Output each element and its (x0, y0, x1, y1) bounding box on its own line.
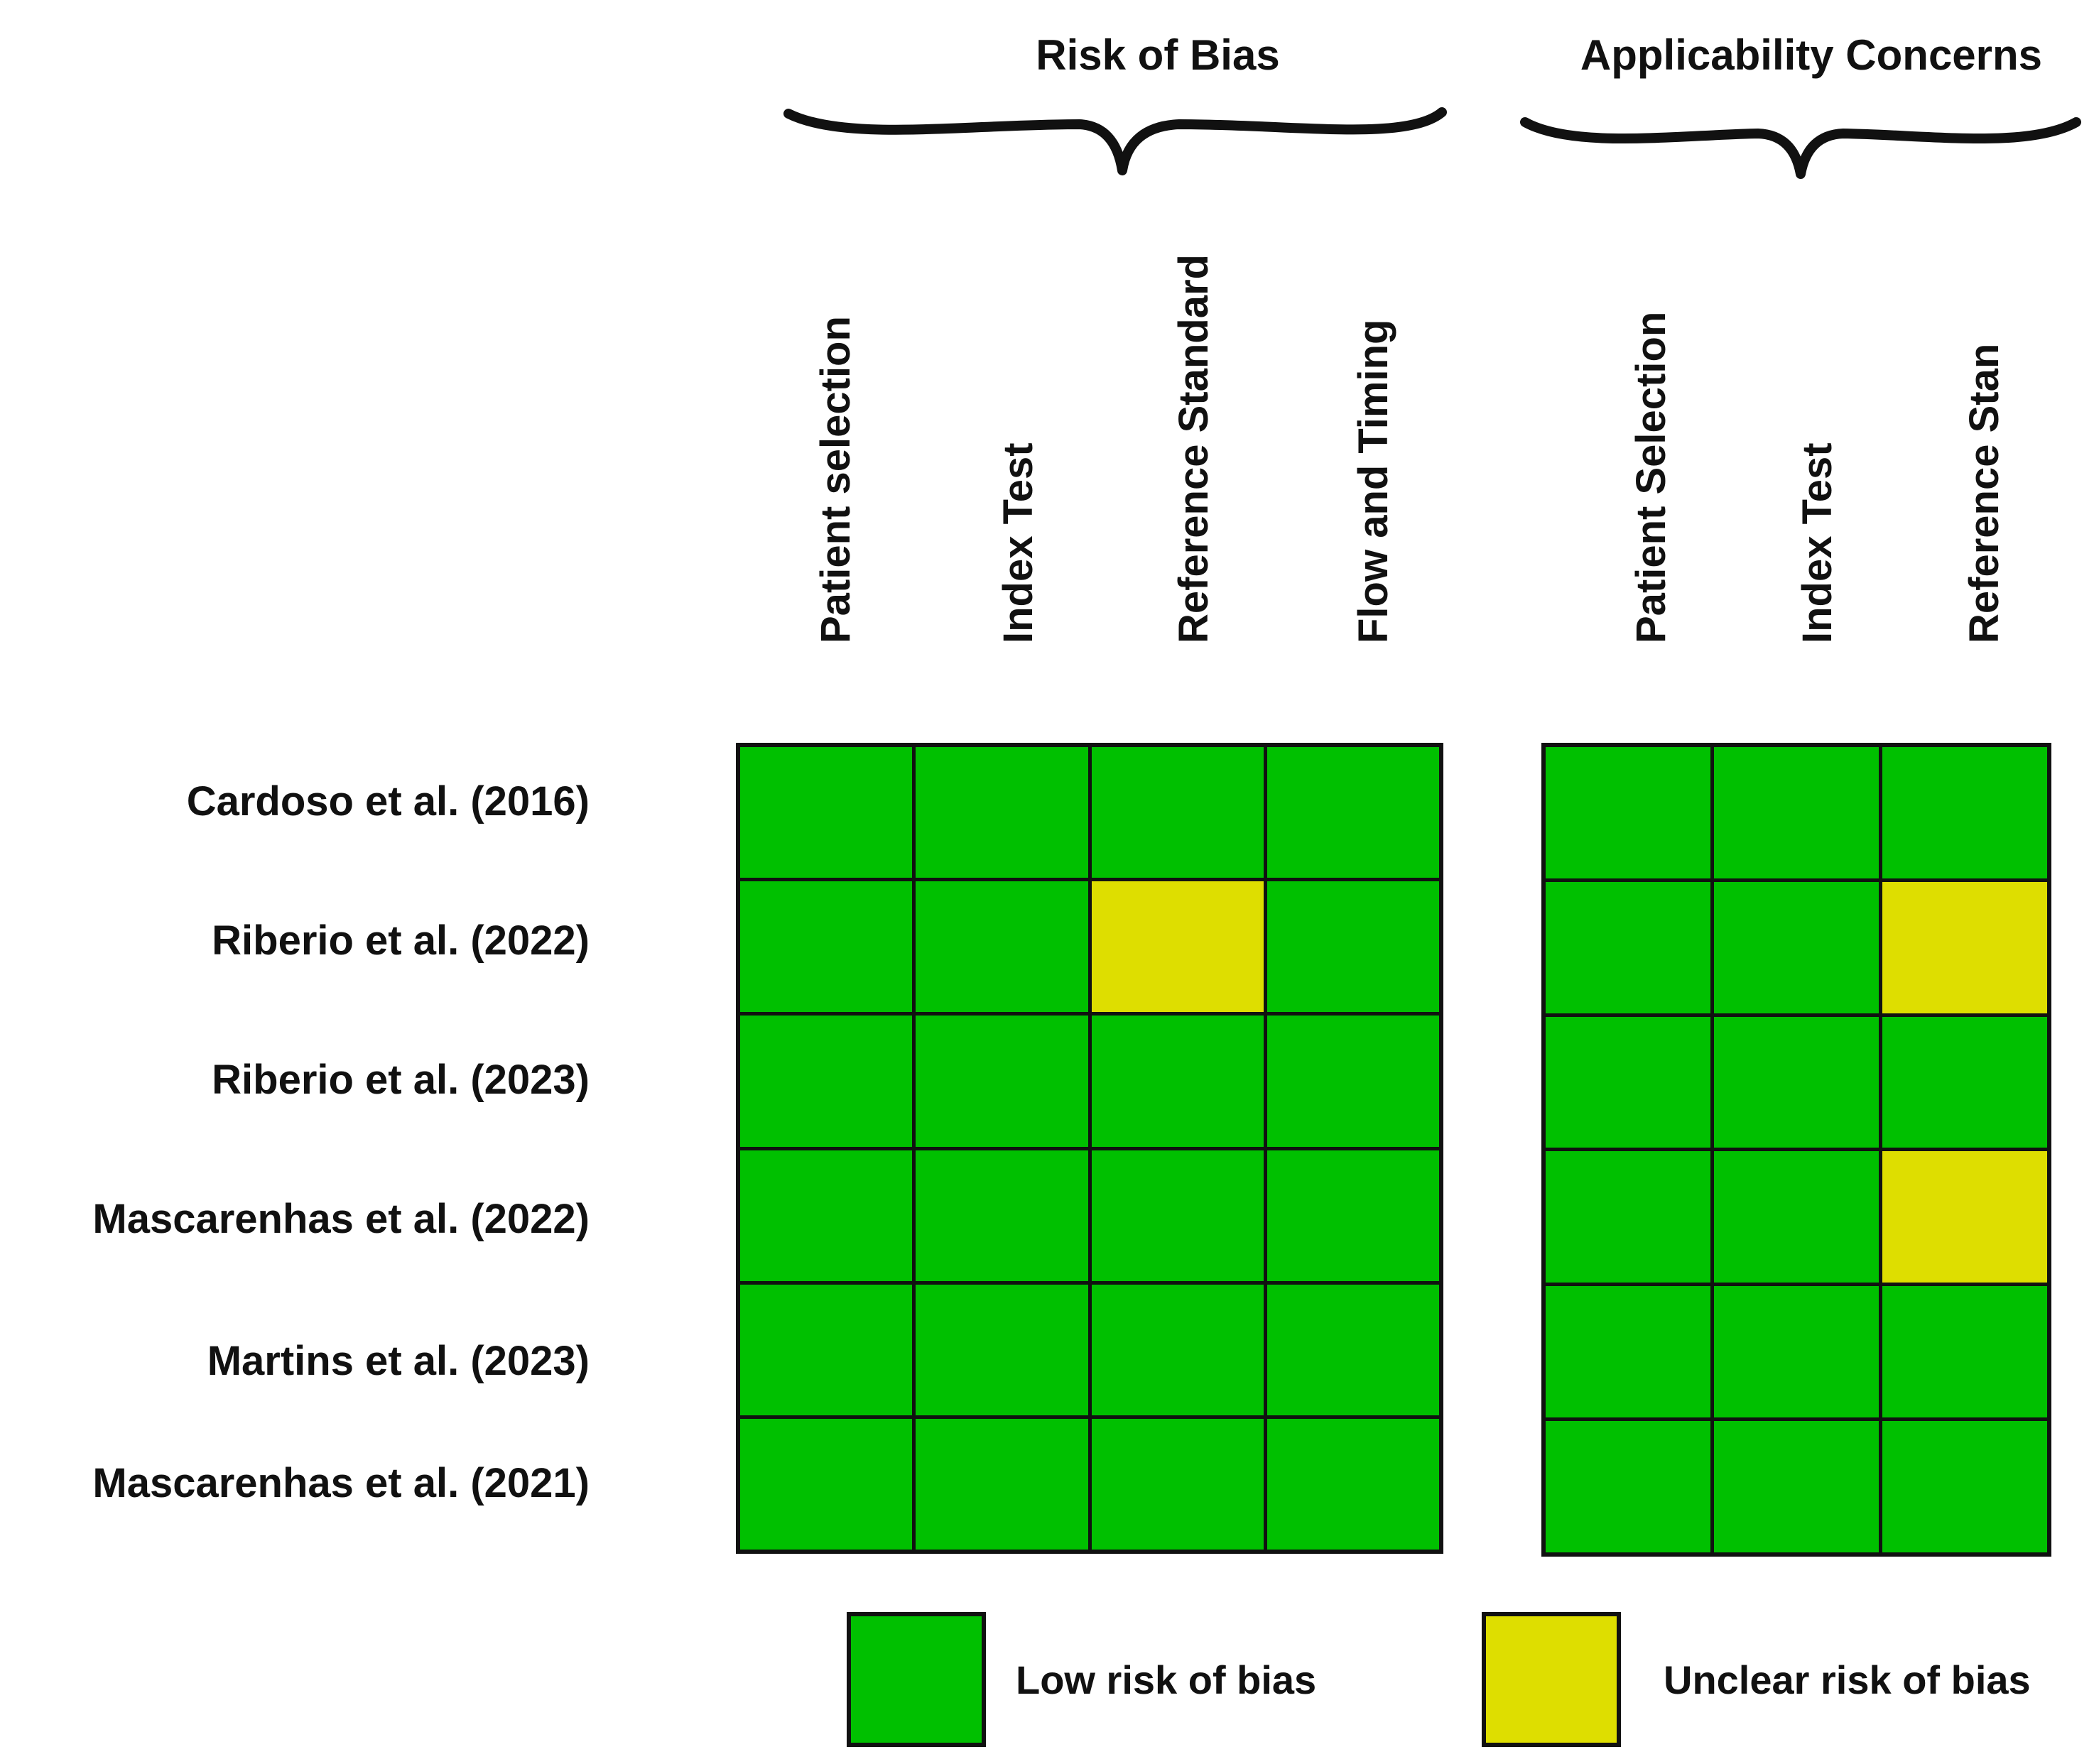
cell-low (1266, 1150, 1439, 1281)
cell-low (740, 881, 913, 1013)
row-label: Mascarenhas et al. (2022) (92, 1196, 590, 1242)
cell-low (740, 1150, 913, 1281)
cell-low (1882, 1286, 2047, 1418)
cell-low (1266, 1016, 1439, 1147)
column-label-text: Index Test (1794, 442, 1840, 643)
legend-swatch-unclear (1482, 1612, 1621, 1747)
cell-low (1266, 1284, 1439, 1415)
cell-low (916, 747, 1088, 878)
cell-unclear (1882, 1151, 2047, 1283)
risk-of-bias-title: Risk of Bias (1036, 31, 1280, 79)
legend-label-unclear: Unclear risk of bias (1664, 1657, 2031, 1702)
cell-low (1266, 881, 1439, 1013)
cell-low (1546, 1286, 1710, 1418)
row-label: Martins et al. (2023) (207, 1338, 590, 1384)
cell-low (1714, 747, 1879, 878)
risk-of-bias-brace (783, 107, 1447, 175)
cell-low (1266, 747, 1439, 878)
column-label-text: Patient Selection (1628, 311, 1674, 643)
cell-low (916, 1284, 1088, 1415)
column-label-text: Reference Standard (1171, 254, 1217, 643)
cell-low (1714, 1286, 1879, 1418)
cell-unclear (1882, 881, 2047, 1013)
cell-low (1091, 747, 1264, 878)
cell-low (1546, 747, 1710, 878)
column-label-text: Flow and Timing (1350, 319, 1396, 643)
applicability-concerns-brace (1520, 117, 2081, 179)
cell-low (1546, 1151, 1710, 1283)
row-label: Cardoso et al. (2016) (186, 778, 590, 824)
column-label-text: Patient selection (813, 316, 859, 643)
row-label: Mascarenhas et al. (2021) (92, 1460, 590, 1506)
column-label-text: Index Test (995, 442, 1041, 643)
cell-unclear (1091, 881, 1264, 1013)
cell-low (740, 1284, 913, 1415)
cell-low (1546, 1016, 1710, 1148)
applicability-concerns-title: Applicability Concerns (1580, 31, 2043, 79)
cell-low (1091, 1418, 1264, 1550)
cell-low (1091, 1284, 1264, 1415)
cell-low (740, 1418, 913, 1550)
cell-low (1882, 1421, 2047, 1552)
cell-low (916, 1016, 1088, 1147)
cell-low (916, 1418, 1088, 1550)
applicability-concerns-grid (1541, 743, 2051, 1557)
cell-low (916, 1150, 1088, 1281)
cell-low (1266, 1418, 1439, 1550)
cell-low (1091, 1150, 1264, 1281)
cell-low (1714, 1421, 1879, 1552)
cell-low (1714, 1016, 1879, 1148)
cell-low (916, 881, 1088, 1013)
cell-low (740, 747, 913, 878)
cell-low (1882, 1016, 2047, 1148)
legend-swatch-low (847, 1612, 986, 1747)
risk-of-bias-grid (736, 743, 1443, 1554)
legend-label-low: Low risk of bias (1016, 1657, 1317, 1702)
cell-low (740, 1016, 913, 1147)
cell-low (1714, 881, 1879, 1013)
cell-low (1546, 1421, 1710, 1552)
cell-low (1882, 747, 2047, 878)
row-label: Riberio et al. (2022) (212, 918, 590, 964)
cell-low (1091, 1016, 1264, 1147)
cell-low (1714, 1151, 1879, 1283)
row-label: Riberio et al. (2023) (212, 1057, 590, 1103)
column-label-text: Reference Stan (1961, 343, 2007, 643)
cell-low (1546, 881, 1710, 1013)
